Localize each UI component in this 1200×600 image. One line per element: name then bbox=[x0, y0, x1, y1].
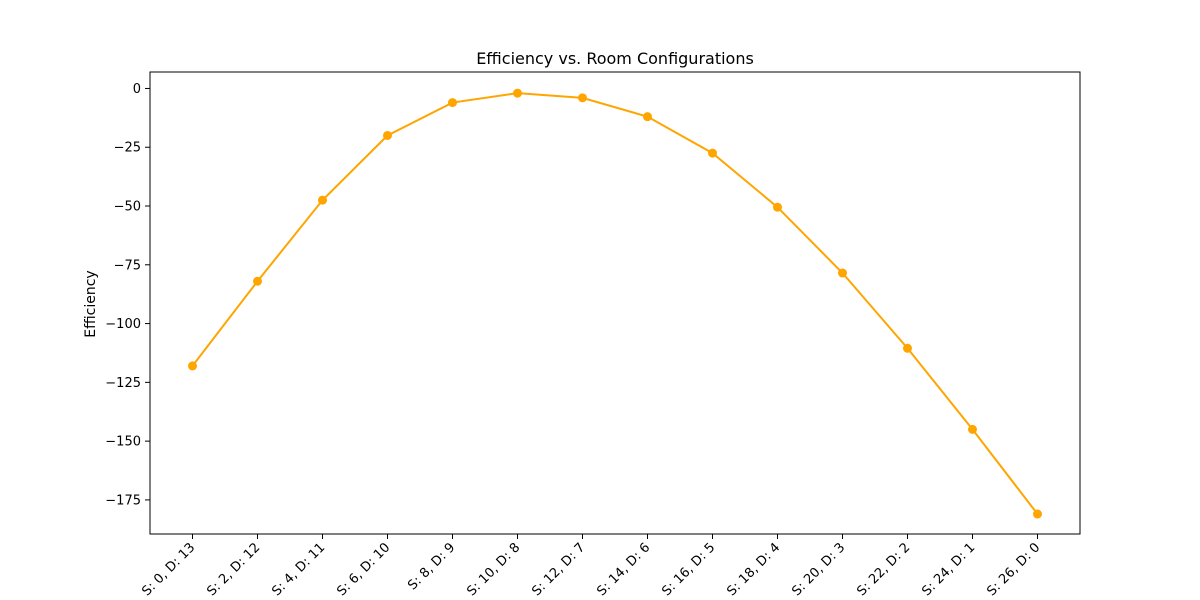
data-point bbox=[903, 343, 912, 353]
x-tick-label: S: 22, D: 2 bbox=[854, 540, 913, 599]
data-point bbox=[448, 98, 457, 108]
y-tick-label: −100 bbox=[105, 317, 141, 332]
data-point bbox=[188, 361, 197, 371]
data-point bbox=[708, 148, 717, 158]
x-tick-label: S: 8, D: 9 bbox=[405, 540, 458, 593]
data-point bbox=[643, 112, 652, 122]
data-point bbox=[383, 130, 392, 140]
y-tick-label: −25 bbox=[114, 141, 141, 156]
x-tick-label: S: 18, D: 4 bbox=[724, 540, 783, 599]
y-tick-label: −150 bbox=[105, 435, 141, 450]
x-tick-label: S: 4, D: 11 bbox=[269, 540, 328, 599]
x-tick-label: S: 2, D: 12 bbox=[204, 540, 263, 599]
y-tick-label: −125 bbox=[105, 376, 141, 391]
data-point bbox=[1033, 509, 1042, 519]
x-tick-label: S: 0, D: 13 bbox=[139, 540, 198, 599]
data-point bbox=[513, 88, 522, 98]
data-point bbox=[838, 268, 847, 278]
x-tick-label: S: 24, D: 1 bbox=[919, 540, 978, 599]
x-tick-label: S: 16, D: 5 bbox=[659, 540, 718, 599]
y-tick-label: −175 bbox=[105, 493, 141, 508]
series-line bbox=[191, 92, 1039, 515]
data-point bbox=[318, 195, 327, 205]
x-tick-label: S: 6, D: 10 bbox=[334, 540, 393, 599]
data-point bbox=[968, 424, 977, 434]
y-axis-title: Efficiency bbox=[83, 270, 99, 337]
data-point bbox=[773, 202, 782, 212]
x-tick-label: S: 20, D: 3 bbox=[789, 540, 848, 599]
plot-frame bbox=[149, 71, 1081, 535]
y-tick-label: −50 bbox=[114, 200, 141, 215]
x-tick-label: S: 14, D: 6 bbox=[594, 540, 653, 599]
data-point bbox=[578, 93, 587, 103]
y-tick-label: 0 bbox=[133, 82, 141, 97]
chart-title: Efficiency vs. Room Configurations bbox=[476, 49, 754, 68]
x-tick-label: S: 26, D: 0 bbox=[984, 540, 1043, 599]
data-point bbox=[253, 276, 262, 286]
x-tick-label: S: 12, D: 7 bbox=[529, 540, 588, 599]
y-tick-label: −75 bbox=[114, 258, 141, 273]
x-tick-label: S: 10, D: 8 bbox=[464, 540, 523, 599]
